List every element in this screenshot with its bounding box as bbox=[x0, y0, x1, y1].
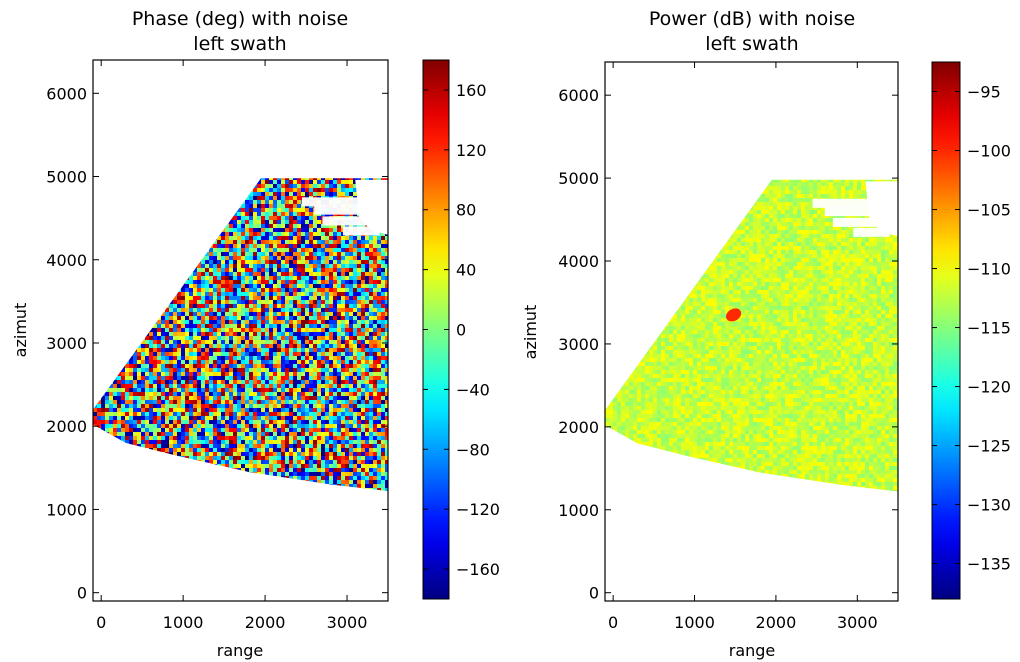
y-tick-label: 0 bbox=[589, 584, 599, 603]
colorbar-tick-label: −115 bbox=[967, 319, 1011, 338]
power-chart: Power (dB) with noise left swath 0 1000 20… bbox=[521, 8, 1011, 660]
phase-colorbar: 160 120 80 40 0 −40 −80 −120 −160 bbox=[422, 59, 500, 600]
phase-chart: Phase (deg) with noise left swath 0 1000 2… bbox=[11, 8, 500, 660]
x-tick-label: 1000 bbox=[674, 613, 715, 632]
x-tick-label: 2000 bbox=[756, 613, 797, 632]
colorbar-tick-label: 120 bbox=[456, 141, 487, 160]
power-colorbar: −95 −100 −105 −110 −115 −120 −125 −130 −135 bbox=[931, 61, 1011, 600]
power-chart-subtitle: left swath bbox=[705, 33, 798, 55]
y-tick-label: 4000 bbox=[558, 252, 599, 271]
x-tick-label: 1000 bbox=[163, 613, 204, 632]
y-tick-label: 2000 bbox=[46, 417, 87, 436]
colorbar-tick-label: −110 bbox=[967, 260, 1011, 279]
power-y-axis-label: azimut bbox=[521, 305, 540, 360]
y-tick-label: 6000 bbox=[558, 86, 599, 105]
colorbar-tick-label: −135 bbox=[967, 555, 1011, 574]
y-tick-label: 3000 bbox=[46, 334, 87, 353]
x-tick-label: 0 bbox=[96, 613, 106, 632]
colorbar-tick-label: 40 bbox=[456, 261, 476, 280]
hotspot bbox=[726, 308, 742, 322]
x-tick-label: 0 bbox=[608, 613, 618, 632]
colorbar-tick-label: 80 bbox=[456, 201, 476, 220]
colorbar-tick-label: −40 bbox=[456, 380, 490, 399]
colorbar-tick-label: 160 bbox=[456, 81, 487, 100]
y-tick-label: 6000 bbox=[46, 84, 87, 103]
colorbar-tick-label: −80 bbox=[456, 440, 490, 459]
phase-y-axis-label: azimut bbox=[11, 303, 30, 358]
power-chart-title: Power (dB) with noise bbox=[649, 8, 855, 30]
colorbar-tick-label: −130 bbox=[967, 496, 1011, 515]
colorbar-tick-label: −105 bbox=[967, 201, 1011, 220]
colorbar-tick-label: −95 bbox=[967, 83, 1001, 102]
colorbar-tick-label: −100 bbox=[967, 142, 1011, 161]
power-x-axis-label: range bbox=[729, 641, 776, 660]
colorbar-tick-label: 0 bbox=[456, 321, 466, 340]
colorbar-tick-label: −160 bbox=[456, 560, 500, 579]
x-tick-label: 2000 bbox=[245, 613, 286, 632]
phase-plot-area: 0 1000 2000 3000 0 1000 2000 3000 4000 5000 6000 bbox=[46, 59, 389, 632]
y-tick-label: 5000 bbox=[558, 169, 599, 188]
y-tick-label: 0 bbox=[77, 584, 87, 603]
x-tick-label: 3000 bbox=[837, 613, 878, 632]
y-tick-label: 2000 bbox=[558, 418, 599, 437]
phase-x-axis-label: range bbox=[217, 641, 264, 660]
plot-frame bbox=[92, 59, 389, 602]
y-tick-label: 4000 bbox=[46, 251, 87, 270]
y-tick-label: 3000 bbox=[558, 335, 599, 354]
colorbar-gradient bbox=[931, 61, 961, 600]
y-tick-label: 1000 bbox=[46, 500, 87, 519]
colorbar-tick-label: −120 bbox=[456, 500, 500, 519]
colorbar-tick-label: −125 bbox=[967, 437, 1011, 456]
colorbar-tick-label: −120 bbox=[967, 378, 1011, 397]
y-tick-label: 5000 bbox=[46, 168, 87, 187]
x-tick-label: 3000 bbox=[327, 613, 368, 632]
phase-chart-title: Phase (deg) with noise bbox=[132, 8, 348, 30]
phase-chart-subtitle: left swath bbox=[193, 33, 286, 55]
y-tick-label: 1000 bbox=[558, 501, 599, 520]
plot-frame bbox=[604, 61, 899, 602]
power-plot-area: 0 1000 2000 3000 0 1000 2000 3000 4000 5000 6000 bbox=[558, 61, 899, 632]
